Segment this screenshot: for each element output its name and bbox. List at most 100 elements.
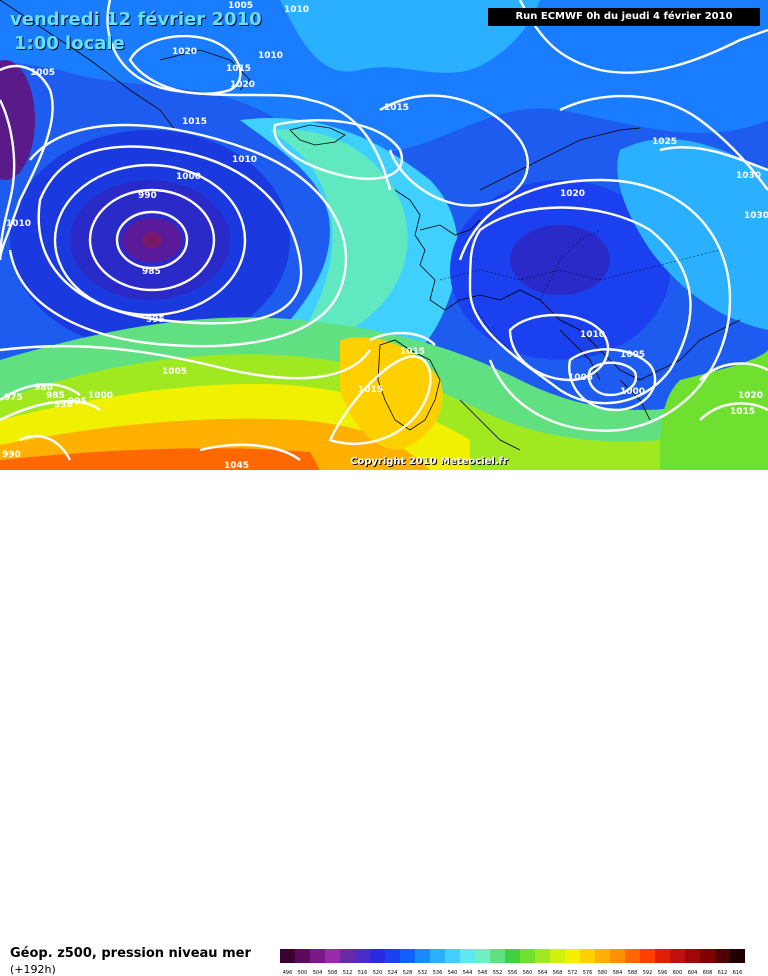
scale-tick-label: 616 xyxy=(732,970,743,976)
isobar-label: 1010 xyxy=(284,5,309,15)
copyright: Copyright 2010 Meteociel.fr xyxy=(350,456,508,467)
scale-tick-label: 544 xyxy=(462,970,473,976)
scale-tick-label: 556 xyxy=(507,970,518,976)
scale-tick-label: 600 xyxy=(672,970,683,976)
scale-tick-label: 584 xyxy=(612,970,623,976)
field-north-light xyxy=(280,0,540,73)
borders xyxy=(439,229,721,351)
isobar-label: 985 xyxy=(142,267,161,277)
isobar-label: 1005 xyxy=(568,373,593,383)
isobar-label: 1020 xyxy=(172,47,197,57)
scale-swatch xyxy=(385,949,400,963)
run-info: Run ECMWF 0h du jeudi 4 février 2010 xyxy=(488,8,760,26)
isobar-label: 1025 xyxy=(652,137,677,147)
scale-tick-label: 608 xyxy=(702,970,713,976)
map-canvas xyxy=(0,0,768,470)
isobar-label: 1000 xyxy=(176,172,201,182)
scale-swatch xyxy=(460,949,475,963)
isobar-label: 975 xyxy=(4,393,23,403)
isobar-label: 985 xyxy=(46,391,65,401)
scale-tick-label: 580 xyxy=(597,970,608,976)
isobar-label: 995 xyxy=(68,397,87,407)
scale-tick-label: 576 xyxy=(582,970,593,976)
scale-swatch xyxy=(580,949,595,963)
scale-tick-label: 504 xyxy=(312,970,323,976)
scale-tick-label: 536 xyxy=(432,970,443,976)
isobar-label: 1010 xyxy=(232,155,257,165)
color-scale xyxy=(280,949,745,963)
low-center-marker xyxy=(148,236,156,244)
isobar-labels: 1005 1010 1020 1015 1010 1020 1005 1015 … xyxy=(2,1,768,470)
scale-swatch xyxy=(625,949,640,963)
east-field xyxy=(617,139,768,330)
scale-tick-label: 512 xyxy=(342,970,353,976)
scale-tick-label: 572 xyxy=(567,970,578,976)
forecast-date: vendredi 12 février 2010 xyxy=(10,9,262,30)
scale-swatch xyxy=(565,949,580,963)
scale-tick-label: 520 xyxy=(372,970,383,976)
scale-swatch xyxy=(640,949,655,963)
scale-tick-label: 540 xyxy=(447,970,458,976)
scale-swatch xyxy=(415,949,430,963)
scale-swatch xyxy=(550,949,565,963)
forecast-time: 1:00 locale xyxy=(14,33,125,54)
isobar-label: 1010 xyxy=(580,330,605,340)
scale-swatch xyxy=(430,949,445,963)
isobar-label: 1015 xyxy=(400,347,425,357)
scale-swatch xyxy=(685,949,700,963)
scale-swatch xyxy=(700,949,715,963)
scale-swatch xyxy=(400,949,415,963)
south-deep-orange xyxy=(0,448,320,470)
isobar-label: 1020 xyxy=(230,80,255,90)
scale-tick-label: 552 xyxy=(492,970,503,976)
weather-map: 1005 1010 1020 1015 1010 1020 1005 1015 … xyxy=(0,0,768,470)
isobar-label: 1030 xyxy=(736,171,761,181)
scale-tick-label: 500 xyxy=(297,970,308,976)
scale-tick-label: 516 xyxy=(357,970,368,976)
scale-swatch xyxy=(340,949,355,963)
coastlines xyxy=(0,0,741,451)
isobar-label: 1000 xyxy=(620,387,645,397)
scale-tick-label: 508 xyxy=(327,970,338,976)
scale-tick-label: 568 xyxy=(552,970,563,976)
isobar-label: 1010 xyxy=(6,219,31,229)
scale-tick-label: 532 xyxy=(417,970,428,976)
isobar-label: 1005 xyxy=(620,350,645,360)
field-teal xyxy=(270,129,408,340)
scale-swatch xyxy=(505,949,520,963)
scale-swatch xyxy=(325,949,340,963)
scale-swatch xyxy=(295,949,310,963)
scale-swatch xyxy=(370,949,385,963)
isobar-label: 1015 xyxy=(182,117,207,127)
scale-swatch xyxy=(535,949,550,963)
scale-swatch xyxy=(445,949,460,963)
isobar-label: 1010 xyxy=(258,51,283,61)
isobar-label: 990 xyxy=(138,191,157,201)
iberia-field xyxy=(340,337,443,450)
scale-swatch xyxy=(715,949,730,963)
scale-tick-label: 496 xyxy=(282,970,293,976)
scale-swatch xyxy=(310,949,325,963)
legend-title: Géop. z500, pression niveau mer xyxy=(10,946,251,961)
isobar-label: 1045 xyxy=(224,461,249,470)
scale-swatch xyxy=(670,949,685,963)
isobar-label: 980 xyxy=(34,383,53,393)
isobar-label: 990 xyxy=(54,400,73,410)
scale-swatch xyxy=(355,949,370,963)
scale-tick-label: 560 xyxy=(522,970,533,976)
scale-swatch xyxy=(730,949,745,963)
scale-swatch xyxy=(595,949,610,963)
isobar-985 xyxy=(115,210,189,270)
scale-tick-label: 524 xyxy=(387,970,398,976)
isobars xyxy=(0,0,768,461)
scale-tick-label: 596 xyxy=(657,970,668,976)
isobar-label: 1020 xyxy=(738,391,763,401)
scale-swatch xyxy=(655,949,670,963)
scale-tick-label: 564 xyxy=(537,970,548,976)
color-scale-ticks: 496 500 504 508 512 516 520 524 528 532 536 540 544 5… xyxy=(280,970,745,976)
legend-panel: Géop. z500, pression niveau mer (+192h) … xyxy=(0,470,768,976)
isobar-label: 1000 xyxy=(88,391,113,401)
isobar-label: 1005 xyxy=(162,367,187,377)
legend-subtitle: (+192h) xyxy=(10,963,56,976)
west-low xyxy=(0,60,35,180)
